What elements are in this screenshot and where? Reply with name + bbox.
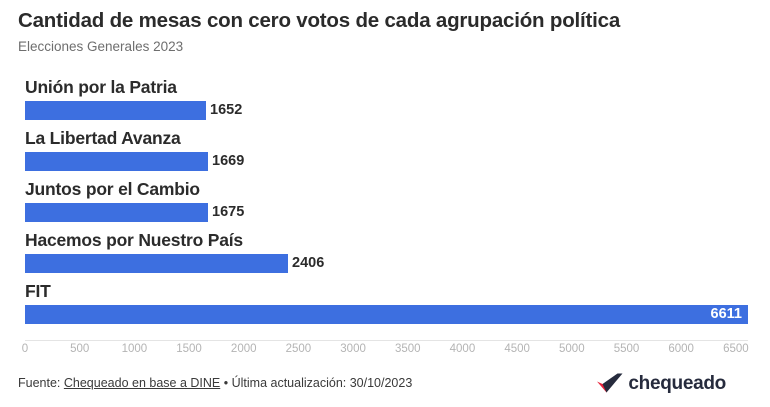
x-axis-tick: 6000: [668, 343, 694, 355]
bar-value-label: 6611: [710, 306, 742, 322]
bar-row: 1652: [25, 101, 242, 120]
last-updated: Última actualización: 30/10/2023: [231, 375, 413, 390]
source-prefix: Fuente:: [18, 375, 61, 390]
bar[interactable]: [25, 152, 208, 171]
x-axis-tick: 2500: [285, 343, 312, 355]
source-note: Fuente: Chequeado en base a DINE • Últim…: [18, 376, 412, 391]
bar-group: Unión por la Patria 1652: [0, 77, 770, 129]
bar-value-label: 1652: [210, 102, 243, 118]
x-axis-tick: 5000: [559, 343, 585, 355]
bar-category-label: Unión por la Patria: [25, 77, 177, 97]
bar-category-label: Hacemos por Nuestro País: [25, 230, 243, 250]
bar-row: 1675: [25, 203, 244, 222]
x-axis-tick: 1000: [121, 343, 148, 355]
x-axis-tick: 3500: [394, 343, 421, 355]
bar-value-label: 1675: [212, 204, 245, 220]
brand-wordmark: chequeado: [628, 372, 726, 394]
bar-row: 6611: [25, 305, 748, 324]
x-axis-tick: 2000: [230, 343, 257, 355]
x-axis-tick-labels: 0 500 1000 1500 2000 2500 3000 3500 4000 4500 5000…: [0, 343, 770, 363]
bar-group: La Libertad Avanza 1669: [0, 128, 770, 180]
x-axis-tick: 6500: [723, 343, 749, 355]
bar-group: Juntos por el Cambio 1675: [0, 179, 770, 231]
source-separator: •: [223, 375, 229, 390]
bar[interactable]: [25, 101, 206, 120]
x-axis-tick: 4500: [504, 343, 530, 355]
bar-chart-plot-area: Unión por la Patria 1652 La Libertad Avanz…: [0, 77, 770, 340]
bar-group: Hacemos por Nuestro País 2406: [0, 230, 770, 282]
chart-title: Cantidad de mesas con cero votos de cada…: [18, 9, 621, 32]
x-axis-tick: 3000: [340, 343, 366, 355]
bar-value-label: 2406: [292, 255, 325, 271]
chart-header: Cantidad de mesas con cero votos de cada…: [0, 0, 770, 55]
chart-footer: Fuente: Chequeado en base a DINE • Últim…: [0, 365, 770, 407]
bar[interactable]: 6611: [25, 305, 748, 324]
bar-row: 1669: [25, 152, 244, 171]
bar-group: FIT 6611: [0, 281, 770, 333]
x-axis-line: [25, 340, 748, 341]
bar-value-label: 1669: [212, 153, 245, 169]
source-link[interactable]: Chequeado en base a DINE: [63, 375, 221, 390]
bar-category-label: FIT: [25, 281, 51, 301]
x-axis-tick: 500: [70, 343, 90, 355]
x-axis-tick: 1500: [176, 343, 202, 355]
chequeado-logo[interactable]: chequeado: [597, 373, 752, 393]
chart-subtitle: Elecciones Generales 2023: [18, 39, 184, 54]
x-axis-tick: 5500: [613, 343, 640, 355]
bar-category-label: Juntos por el Cambio: [25, 179, 200, 199]
bar-category-label: La Libertad Avanza: [25, 128, 181, 148]
bar[interactable]: [25, 254, 288, 273]
bar[interactable]: [25, 203, 208, 222]
x-axis-tick: 4000: [449, 343, 476, 355]
x-axis-tick: 0: [21, 343, 29, 355]
checkmark-icon: [597, 373, 623, 393]
x-axis: 0 500 1000 1500 2000 2500 3000 3500 4000 4500 5000…: [0, 340, 770, 364]
bar-row: 2406: [25, 254, 324, 273]
